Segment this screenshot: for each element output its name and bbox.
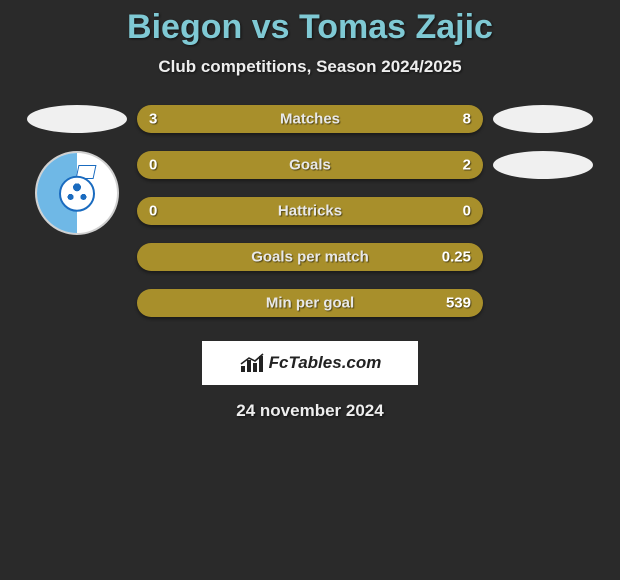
stat-bar-matches: 3 Matches 8: [137, 105, 483, 133]
stat-bar-goals-per-match: Goals per match 0.25: [137, 243, 483, 271]
stat-right-value: 539: [446, 295, 471, 312]
stat-left-value: 0: [149, 203, 157, 220]
page-subtitle: Club competitions, Season 2024/2025: [0, 57, 620, 77]
stat-label: Goals per match: [251, 249, 369, 266]
stat-label: Min per goal: [266, 295, 354, 312]
stat-bar-goals: 0 Goals 2: [137, 151, 483, 179]
page-title: Biegon vs Tomas Zajic: [0, 8, 620, 47]
comparison-widget: Biegon vs Tomas Zajic Club competitions,…: [0, 0, 620, 421]
stat-label: Goals: [289, 157, 331, 174]
stat-right-value: 0.25: [442, 249, 471, 266]
bar-chart-icon: [239, 352, 265, 374]
content-row: 3 Matches 8 0 Goals 2 0 Hattricks 0 Goal…: [0, 105, 620, 317]
stat-bar-min-per-goal: Min per goal 539: [137, 289, 483, 317]
stat-right-value: 2: [463, 157, 471, 174]
player-placeholder-ellipse: [493, 105, 593, 133]
stat-bar-hattricks: 0 Hattricks 0: [137, 197, 483, 225]
stat-bars: 3 Matches 8 0 Goals 2 0 Hattricks 0 Goal…: [137, 105, 483, 317]
stat-right-value: 8: [463, 111, 471, 128]
player-placeholder-ellipse: [27, 105, 127, 133]
player-placeholder-ellipse: [493, 151, 593, 179]
brand-text: FcTables.com: [269, 353, 382, 373]
left-player-column: [25, 105, 129, 235]
stat-left-value: 0: [149, 157, 157, 174]
right-player-column: [491, 105, 595, 179]
stat-label: Hattricks: [278, 203, 342, 220]
stat-right-value: 0: [463, 203, 471, 220]
brand-link[interactable]: FcTables.com: [202, 341, 418, 385]
club-badge-icon: [35, 151, 119, 235]
snapshot-date: 24 november 2024: [0, 401, 620, 421]
stat-left-value: 3: [149, 111, 157, 128]
stat-label: Matches: [280, 111, 340, 128]
